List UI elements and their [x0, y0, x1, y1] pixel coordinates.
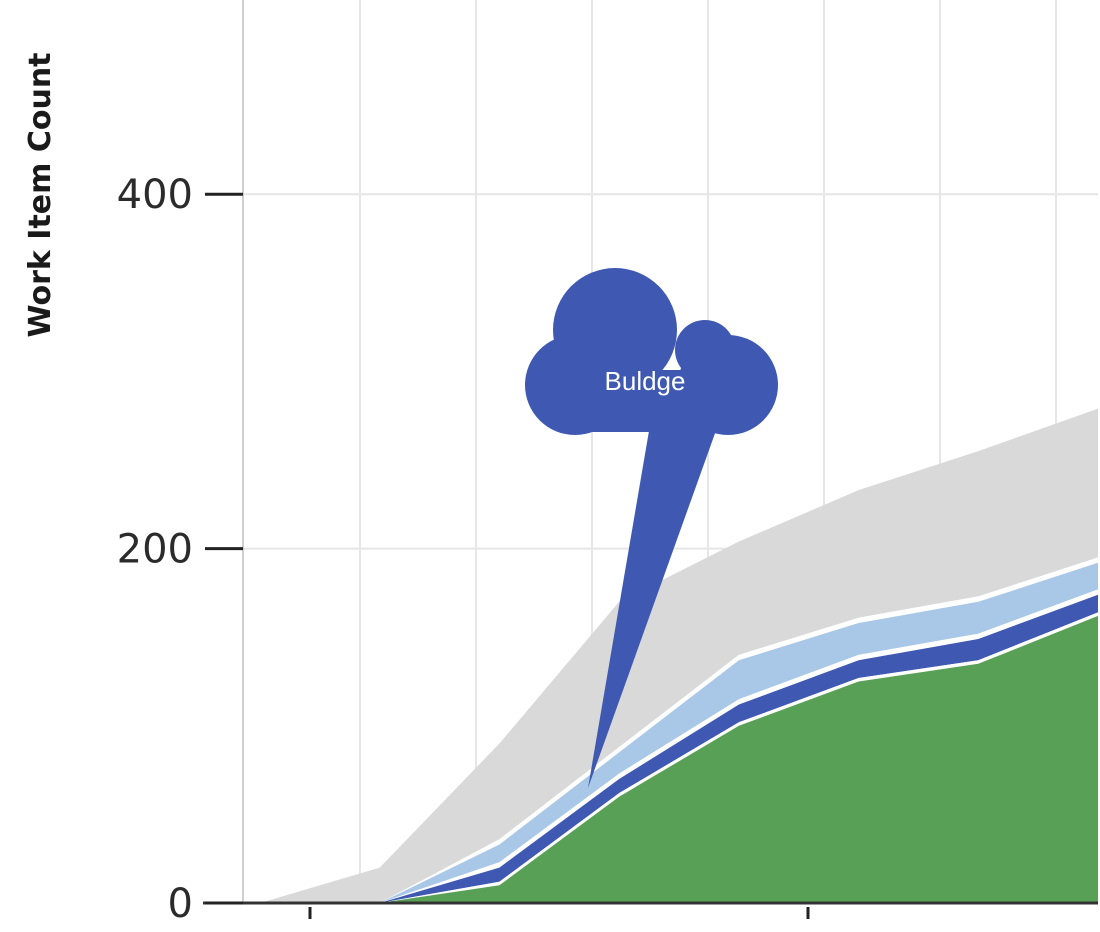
stacked-area-series: [260, 408, 1098, 903]
y-tick-label: 0: [168, 881, 193, 927]
y-tick-label: 400: [117, 172, 193, 218]
bulge-callout: Buldge: [525, 268, 778, 788]
area-series-4: [260, 562, 1098, 903]
cloud-shape: [525, 268, 778, 435]
y-tick-label: 200: [117, 527, 193, 573]
axes: 0 200 400: [117, 0, 1098, 927]
y-axis-label: Work Item Count: [23, 52, 58, 337]
area-series-1: [260, 612, 1098, 903]
callout-pointer: [588, 425, 718, 788]
callout-label: Buldge: [605, 366, 686, 396]
area-series-2: [260, 594, 1098, 903]
area-series-3: [260, 589, 1098, 903]
area-series-0: [260, 615, 1098, 903]
area-series-6: [260, 408, 1098, 903]
